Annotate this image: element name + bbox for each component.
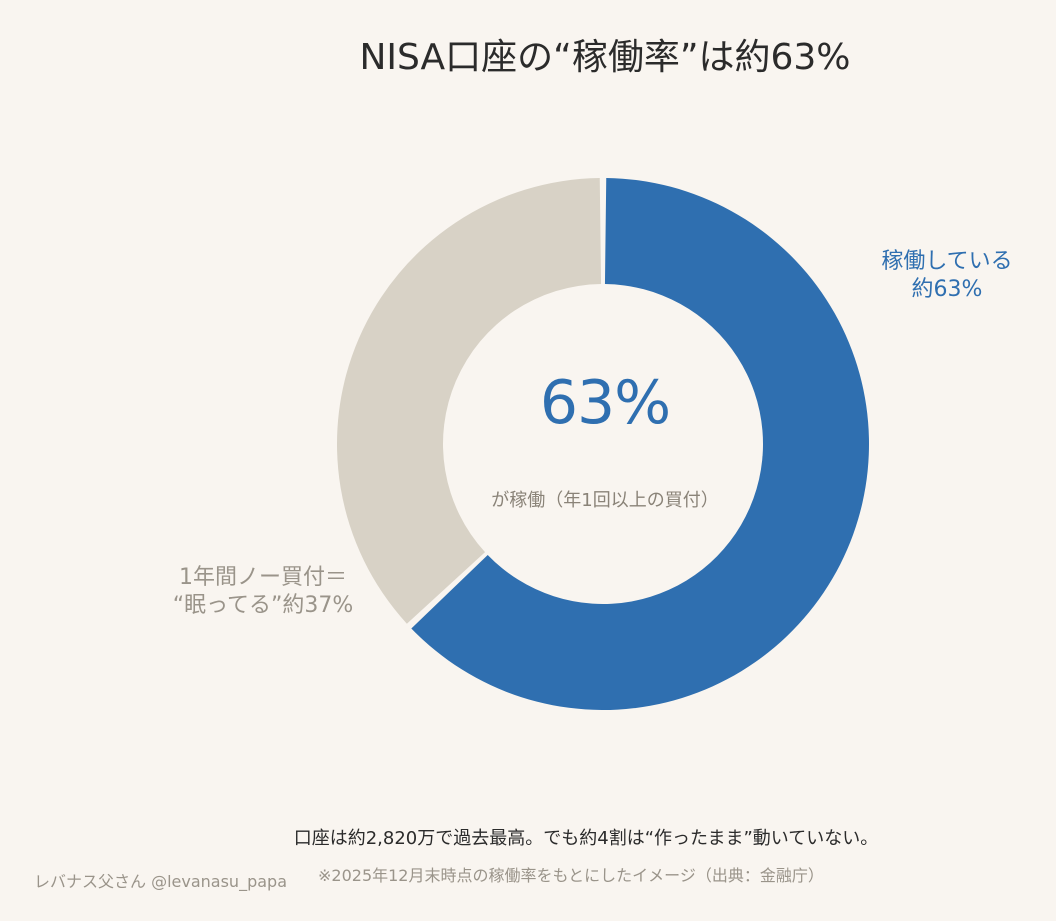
slice-label-dormant: 1年間ノー買付＝ “眠ってる”約37% xyxy=(138,564,388,620)
chart-title: NISA口座の“稼働率”は約63% xyxy=(359,37,851,78)
slice-label-dormant-line2: “眠ってる”約37% xyxy=(172,593,354,618)
slice-label-active-line1: 稼働している xyxy=(881,249,1013,274)
center-caption: が稼働（年1回以上の買付） xyxy=(491,490,719,511)
source-note: ※2025年12月末時点の稼働率をもとにしたイメージ（出典：金融庁） xyxy=(318,866,824,885)
donut-slice-active xyxy=(411,178,870,711)
donut-slice-dormant xyxy=(337,178,602,624)
center-percentage: 63% xyxy=(539,368,671,438)
slice-label-dormant-line1: 1年間ノー買付＝ xyxy=(179,565,347,590)
slice-label-active-line2: 約63% xyxy=(911,277,983,302)
author-credit: レバナス父さん @levanasu_papa xyxy=(34,872,287,891)
footer-note: 口座は約2,820万で過去最高。でも約4割は“作ったまま”動いていない。 xyxy=(293,828,879,849)
slice-label-active: 稼働している 約63% xyxy=(862,248,1032,304)
